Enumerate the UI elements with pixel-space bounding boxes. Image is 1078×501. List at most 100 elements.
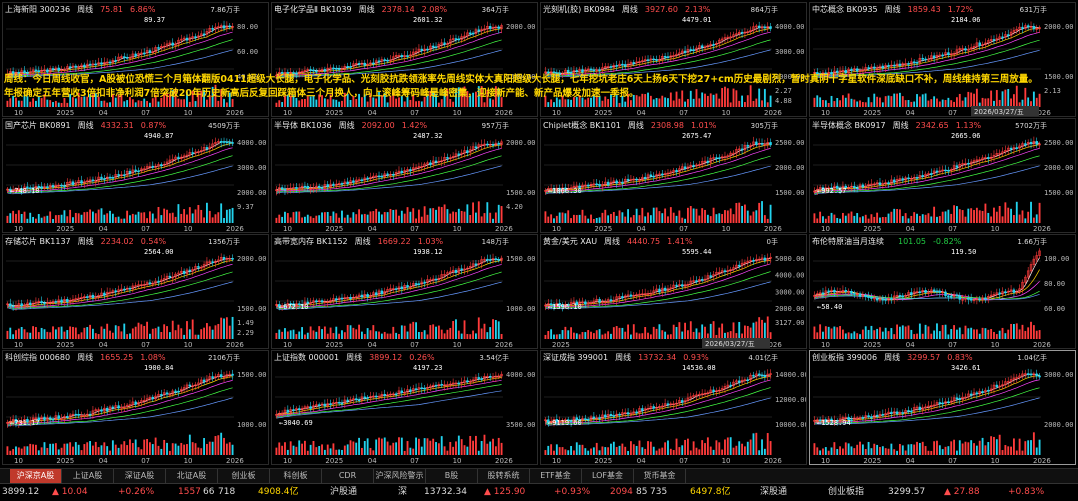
candle-body [140, 284, 143, 286]
market-tab[interactable]: CDR [322, 469, 374, 483]
candle-body [440, 42, 443, 45]
volume-bar [228, 209, 231, 223]
candle-body [343, 181, 347, 184]
candle-body [31, 417, 35, 422]
security-name[interactable]: 光刻机(胶) BK0984 [543, 5, 615, 14]
security-name[interactable]: 半导体 BK1036 [274, 121, 332, 130]
chart-panel[interactable]: 上证指数 000001 周线 3899.12 0.26% 3.54亿手 4000.00 35… [271, 350, 538, 465]
volume-bar [188, 101, 191, 107]
chart-panel[interactable]: 中芯概念 BK0935 周线 1859.43 1.72% 631万手 2000.00 150… [809, 2, 1076, 117]
market-tab[interactable]: 科创板 [270, 469, 322, 483]
candle-body [895, 63, 899, 66]
security-name[interactable]: 布伦特原油当月连续 [812, 237, 884, 246]
candle-body [134, 169, 137, 172]
chart-panel[interactable]: 科创综指 000680 周线 1655.25 1.08% 2106万手 1500.00 10… [2, 350, 269, 465]
chart-panel[interactable]: 国产芯片 BK0891 周线 4332.31 0.87% 4509万手 4000.00 30… [2, 118, 269, 233]
security-name[interactable]: 黄金/美元 XAU [543, 237, 598, 246]
market-tab[interactable]: 创业板 [218, 469, 270, 483]
candle-body [967, 298, 970, 300]
security-name[interactable]: 半导体概念 BK0917 [812, 121, 886, 130]
volume-bar [978, 440, 981, 455]
candle-body [715, 271, 718, 275]
sh-connect-link[interactable]: 沪股通 [330, 487, 358, 497]
volume-bar [35, 218, 37, 223]
volume-bar [658, 98, 661, 107]
security-name[interactable]: 国产芯片 BK0891 [5, 121, 71, 130]
chart-panel[interactable]: 半导体 BK1036 周线 2092.00 1.42% 957万手 2000.00 1500… [271, 118, 538, 233]
candle-body [303, 70, 307, 72]
candle-body [68, 414, 72, 418]
candle-body [295, 72, 298, 75]
security-name[interactable]: 上海新阳 300236 [5, 5, 71, 14]
chart-panel[interactable]: 创业板指 399006 周线 3299.57 0.83% 1.04亿手 3000.00 20… [809, 350, 1076, 465]
volume-bar [998, 434, 1001, 455]
candle-body [394, 393, 398, 396]
chart-panel[interactable]: 存储芯片 BK1137 周线 2234.02 0.54% 1356万手 2000.00 15… [2, 234, 269, 349]
volume-bar [131, 99, 134, 107]
candle-body [835, 420, 839, 422]
security-name[interactable]: 存储芯片 BK1137 [5, 237, 71, 246]
volume-bar [844, 333, 847, 339]
volume-bar [984, 203, 987, 223]
candle-body [374, 395, 378, 398]
volume-bar [323, 98, 326, 107]
market-tab[interactable]: 股转系统 [478, 469, 530, 483]
chart-panel[interactable]: Chiplet概念 BK1101 周线 2308.98 1.01% 305万手 2500.… [540, 118, 807, 233]
market-tab[interactable]: 货币基金 [634, 469, 686, 483]
volume-bar [15, 446, 17, 455]
security-name[interactable]: 上证指数 000001 [274, 353, 340, 362]
candle-body [989, 156, 993, 159]
volume-bar [921, 214, 924, 223]
market-tab[interactable]: B股 [426, 469, 478, 483]
market-tab[interactable]: 上证A股 [62, 469, 114, 483]
candle-body [618, 181, 621, 184]
candle-body [289, 187, 292, 190]
chart-panel[interactable]: 电子化学品Ⅱ BK1039 周线 2378.14 2.08% 364万手 2000.00 1… [271, 2, 538, 117]
security-name[interactable]: 科创综指 000680 [5, 353, 71, 362]
volume-bar [766, 316, 769, 339]
volume-bar [301, 443, 303, 455]
market-tabs: 沪深京A股 上证A股 深证A股 北证A股 创业板 科创板 CDR 沪深风险警示 B股 股转系统 ET… [0, 468, 1078, 483]
candle-body [890, 179, 893, 184]
volume-bar [166, 92, 168, 107]
sz-connect-link[interactable]: 深股通 [760, 487, 788, 497]
volume-bar [86, 327, 89, 339]
volume-bar [183, 334, 186, 339]
security-name[interactable]: 深证成指 399001 [543, 353, 609, 362]
security-name[interactable]: Chiplet概念 BK1101 [543, 121, 621, 130]
market-tab[interactable]: 北证A股 [166, 469, 218, 483]
chart-panel[interactable]: 黄金/美元 XAU 周线 4440.75 1.41% 0手 5000.00 4000.00 3… [540, 234, 807, 349]
chart-panel[interactable]: 半导体概念 BK0917 周线 2342.65 1.13% 5702万手 2500.00 2… [809, 118, 1076, 233]
chart-panel[interactable]: 光刻机(胶) BK0984 周线 3927.60 2.13% 864万手 4000.00 3… [540, 2, 807, 117]
volume-bar [149, 102, 151, 107]
volume-bar [864, 102, 867, 107]
market-tab[interactable]: 沪深京A股 [10, 469, 62, 483]
volume-bar [32, 98, 34, 107]
candle-body [658, 406, 661, 408]
candle-body [678, 52, 681, 55]
market-tab[interactable]: 沪深风险警示 [374, 469, 426, 483]
volume-bar [332, 333, 335, 339]
chart-panel[interactable]: 上海新阳 300236 周线 75.81 6.86% 7.86万手 80.00 60.00 4… [2, 2, 269, 117]
chart-panel[interactable]: 深证成指 399001 周线 13732.34 0.93% 4.01亿手 14000.00… [540, 350, 807, 465]
volume-bar [225, 443, 228, 455]
market-tab[interactable]: 深证A股 [114, 469, 166, 483]
candle-body [188, 269, 192, 272]
chart-panel[interactable]: 高带宽内存 BK1152 周线 1669.22 1.03% 148万手 1500.00 10… [271, 234, 538, 349]
volume-bar [57, 327, 60, 339]
price-axis-label: 1500.00 [237, 371, 267, 379]
volume-bar [66, 443, 69, 455]
market-tab[interactable]: LOF基金 [582, 469, 634, 483]
security-name[interactable]: 电子化学品Ⅱ BK1039 [274, 5, 352, 14]
time-axis-label: 10 [991, 225, 1000, 233]
volume-bar [724, 332, 726, 339]
volume-bar [341, 100, 343, 107]
volume-bar [117, 447, 120, 455]
volume-bar [701, 324, 704, 339]
chart-panel[interactable]: 布伦特原油当月连续 101.05 -0.82% 1.66万手 100.00 80.00 60… [809, 234, 1076, 349]
security-name[interactable]: 高带宽内存 BK1152 [274, 237, 348, 246]
market-tab[interactable]: ETF基金 [530, 469, 582, 483]
security-name[interactable]: 创业板指 399006 [812, 353, 878, 362]
volume-bar [304, 440, 306, 455]
security-name[interactable]: 中芯概念 BK0935 [812, 5, 878, 14]
